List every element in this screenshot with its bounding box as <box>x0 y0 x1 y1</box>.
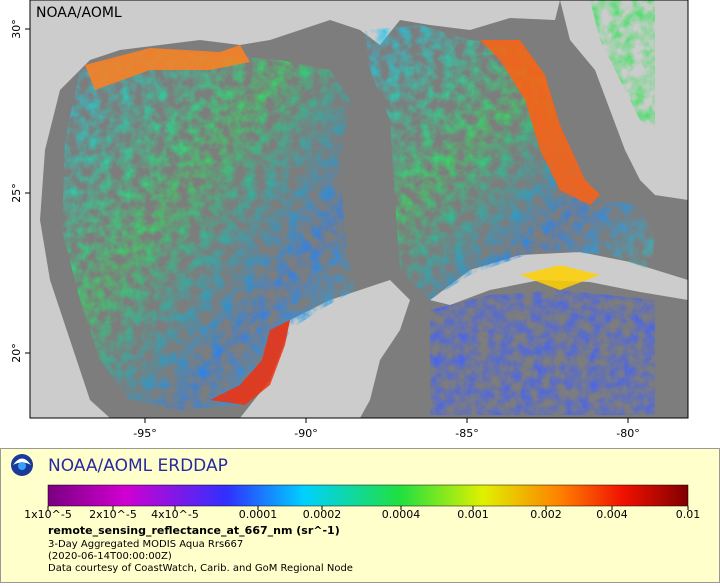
x-tick-label: -90° <box>294 427 317 440</box>
y-tick-label: 20° <box>10 343 23 363</box>
x-tick-label: -80° <box>616 427 639 440</box>
colorbar-tick-label: 0.004 <box>596 508 628 521</box>
legend-line: Data courtesy of CoastWatch, Carib. and … <box>48 563 353 574</box>
x-tick-label: -85° <box>455 427 478 440</box>
colorbar-tick-label: 2x10^-5 <box>89 508 137 521</box>
legend-line: 3-Day Aggregated MODIS Aqua Rrs667 <box>48 539 243 550</box>
x-tick-label: -95° <box>133 427 156 440</box>
map-area <box>30 0 688 418</box>
map-frame <box>29 0 689 419</box>
coastal-high <box>480 40 600 205</box>
legend-line: (2020-06-14T00:00:00Z) <box>48 551 172 562</box>
colorbar-ticks: 1x10^-5 2x10^-5 4x10^-5 0.0001 0.0002 0.0004 0… <box>24 506 700 521</box>
land-north-west <box>30 0 560 418</box>
colorbar-tick-label: 4x10^-5 <box>151 508 199 521</box>
colorbar-tick-label: 0.0001 <box>239 508 278 521</box>
y-tick-label: 30° <box>10 19 23 39</box>
legend-panel <box>0 448 720 583</box>
coastal-high <box>85 45 250 90</box>
noaa-logo <box>11 454 33 476</box>
legend-title: NOAA/AOML ERDDAP <box>48 456 228 476</box>
colorbar-tick-label: 0.002 <box>530 508 562 521</box>
map-label: NOAA/AOML <box>36 5 122 21</box>
coastal-high <box>520 265 600 290</box>
land-florida <box>560 0 688 200</box>
colorbar-tick-label: 0.0002 <box>303 508 342 521</box>
land-yucatan <box>240 280 410 418</box>
colorbar-tick-label: 0.001 <box>457 508 489 521</box>
y-tick-label: 25° <box>10 183 23 203</box>
coastal-high <box>210 320 290 405</box>
colorbar-tick-label: 0.0004 <box>382 508 421 521</box>
colorbar-tick-label: 1x10^-5 <box>24 508 72 521</box>
data-layer <box>62 0 655 415</box>
colorbar <box>47 484 689 507</box>
variable-name: remote_sensing_reflectance_at_667_nm (sr… <box>48 524 340 537</box>
colorbar-tick-label: 0.01 <box>676 508 701 521</box>
